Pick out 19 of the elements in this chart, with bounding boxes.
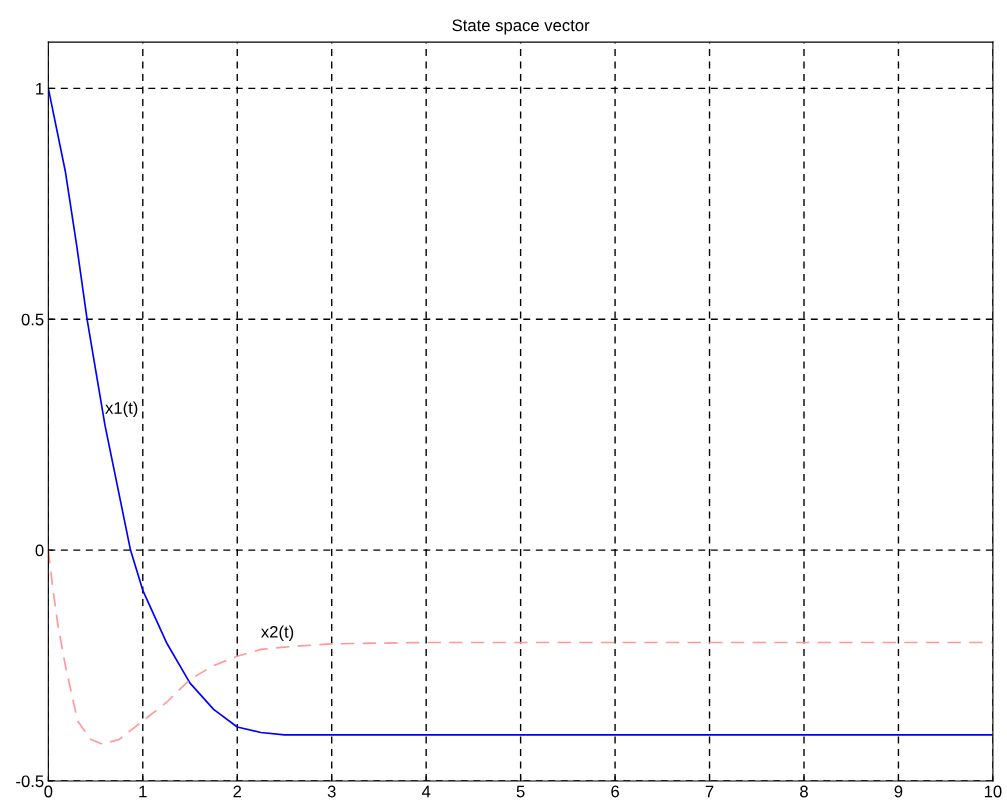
y-tick-label: 1: [36, 82, 44, 95]
annotation: x2(t): [261, 625, 294, 642]
y-tick-label: 0.5: [21, 313, 44, 326]
x-tick-label: 5: [516, 785, 525, 798]
x-tick-label: 9: [894, 785, 903, 798]
x-tick-label: 2: [233, 785, 242, 798]
x-tick-label: 0: [44, 785, 53, 798]
annotation: x1(t): [105, 401, 138, 418]
x-tick-label: 8: [800, 785, 808, 798]
x-tick-label: 6: [611, 785, 619, 798]
y-tick-label: -0.5: [16, 775, 44, 788]
x-tick-label: 4: [421, 785, 431, 798]
y-tick-label: 0: [35, 544, 44, 557]
line-series: [48, 87, 993, 736]
x-tick-label: 7: [705, 785, 714, 798]
chart-title: State space vector: [452, 19, 590, 35]
x-tick-label: 1: [139, 785, 147, 798]
x-tick-label: 3: [327, 785, 336, 798]
x-tick-label: 10: [984, 785, 1002, 798]
